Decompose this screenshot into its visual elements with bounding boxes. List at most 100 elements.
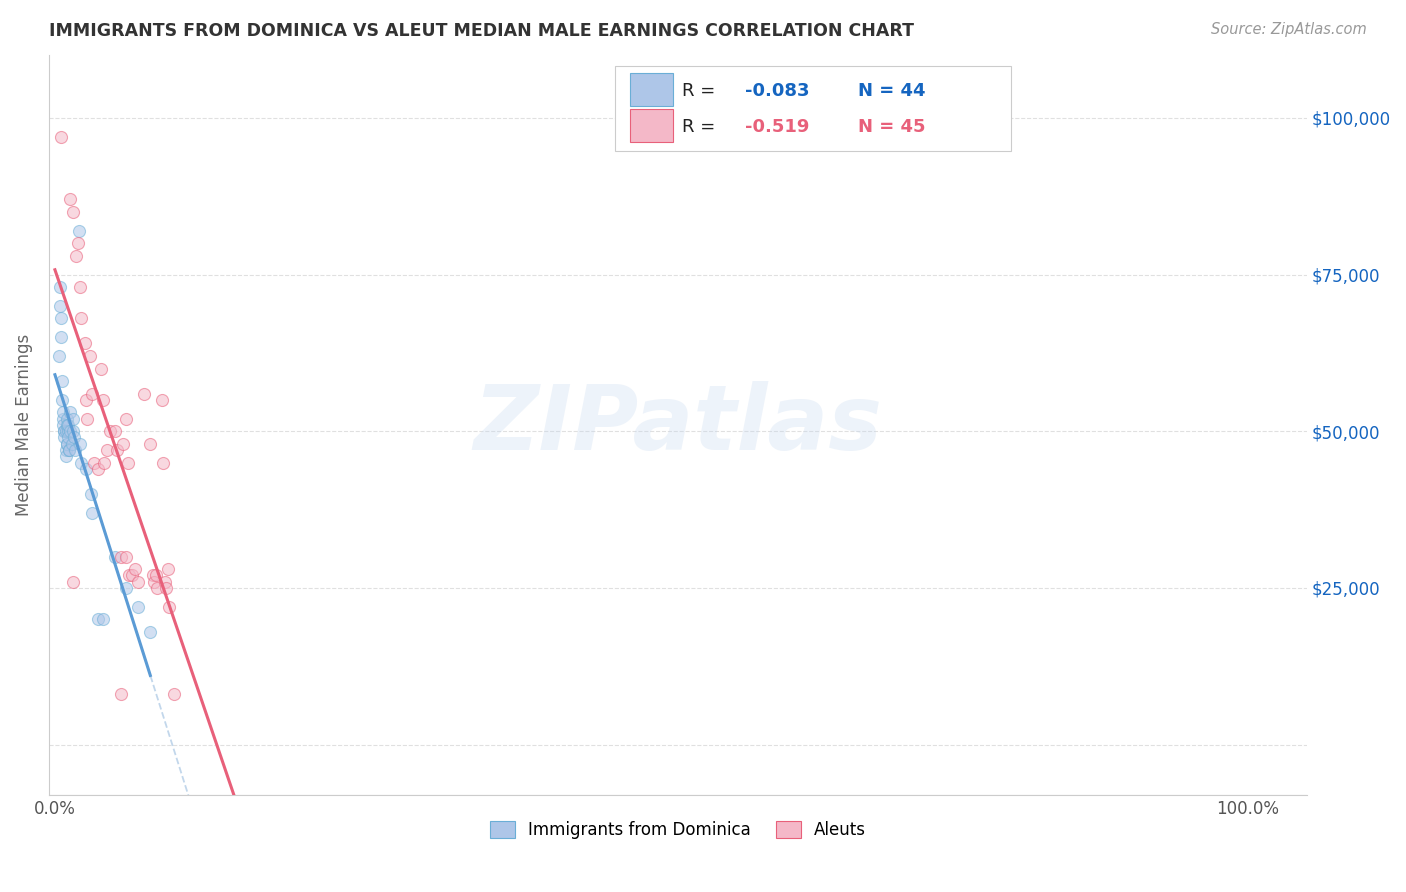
Point [105, 442, 128, 457]
Point [103, 549, 125, 564]
Text: N = 45: N = 45 [858, 118, 925, 136]
Point [56, 436, 79, 450]
Text: ZIPatlas: ZIPatlas [474, 381, 883, 469]
Point [134, 386, 156, 401]
Point [49, 129, 72, 144]
Point [87, 462, 110, 476]
Point [91, 392, 114, 407]
Point [58, 442, 80, 457]
Point [139, 436, 162, 450]
Text: Source: ZipAtlas.com: Source: ZipAtlas.com [1211, 22, 1367, 37]
Point [48, 349, 70, 363]
Point [53, 430, 76, 444]
Point [157, 562, 180, 576]
Point [110, 688, 132, 702]
Point [145, 568, 167, 582]
Point [115, 411, 138, 425]
Point [69, 280, 91, 294]
Text: N = 44: N = 44 [858, 82, 925, 100]
Point [52, 405, 75, 419]
Point [58, 442, 80, 457]
Point [110, 549, 132, 564]
Point [115, 581, 138, 595]
Point [56, 430, 79, 444]
Point [152, 456, 174, 470]
Point [62, 574, 84, 589]
Point [70, 456, 93, 470]
Point [56, 411, 79, 425]
Point [139, 624, 162, 639]
Point [76, 411, 98, 425]
Point [163, 688, 186, 702]
Point [87, 612, 110, 626]
Point [63, 430, 86, 444]
Point [157, 599, 180, 614]
Point [70, 311, 93, 326]
FancyBboxPatch shape [630, 110, 673, 142]
Point [83, 456, 105, 470]
Legend: Immigrants from Dominica, Aleuts: Immigrants from Dominica, Aleuts [484, 814, 873, 846]
Point [103, 424, 125, 438]
Point [111, 436, 134, 450]
Point [75, 462, 97, 476]
Point [62, 411, 84, 425]
FancyBboxPatch shape [614, 66, 1011, 152]
Point [59, 192, 82, 206]
Point [56, 417, 79, 432]
Point [62, 424, 84, 438]
Point [66, 236, 89, 251]
Point [142, 568, 165, 582]
FancyBboxPatch shape [630, 73, 673, 105]
Point [96, 442, 118, 457]
Point [51, 374, 73, 388]
Point [73, 336, 96, 351]
Text: -0.083: -0.083 [745, 82, 810, 100]
Point [60, 436, 83, 450]
Point [80, 506, 103, 520]
Point [56, 436, 79, 450]
Point [52, 411, 75, 425]
Point [56, 424, 79, 438]
Text: R =: R = [682, 82, 721, 100]
Point [124, 562, 146, 576]
Point [56, 417, 79, 432]
Point [59, 424, 82, 438]
Point [55, 424, 77, 438]
Point [90, 361, 112, 376]
Text: R =: R = [682, 118, 721, 136]
Point [127, 574, 149, 589]
Point [93, 456, 115, 470]
Text: IMMIGRANTS FROM DOMINICA VS ALEUT MEDIAN MALE EARNINGS CORRELATION CHART: IMMIGRANTS FROM DOMINICA VS ALEUT MEDIAN… [49, 22, 914, 40]
Point [115, 549, 138, 564]
Point [62, 204, 84, 219]
Point [55, 450, 77, 464]
Y-axis label: Median Male Earnings: Median Male Earnings [15, 334, 32, 516]
Point [98, 424, 121, 438]
Point [127, 599, 149, 614]
Point [153, 574, 176, 589]
Point [55, 442, 77, 457]
Point [65, 249, 87, 263]
Point [63, 442, 86, 457]
Point [121, 568, 143, 582]
Point [49, 311, 72, 326]
Point [80, 487, 103, 501]
Point [53, 424, 76, 438]
Point [52, 417, 75, 432]
Point [155, 581, 177, 595]
Point [79, 349, 101, 363]
Point [48, 280, 70, 294]
Point [51, 392, 73, 407]
Point [49, 330, 72, 344]
Point [48, 299, 70, 313]
Point [67, 224, 90, 238]
Point [142, 574, 165, 589]
Text: -0.519: -0.519 [745, 118, 808, 136]
Point [118, 568, 141, 582]
Point [150, 392, 173, 407]
Point [91, 612, 114, 626]
Point [80, 386, 103, 401]
Point [59, 405, 82, 419]
Point [69, 436, 91, 450]
Point [117, 456, 139, 470]
